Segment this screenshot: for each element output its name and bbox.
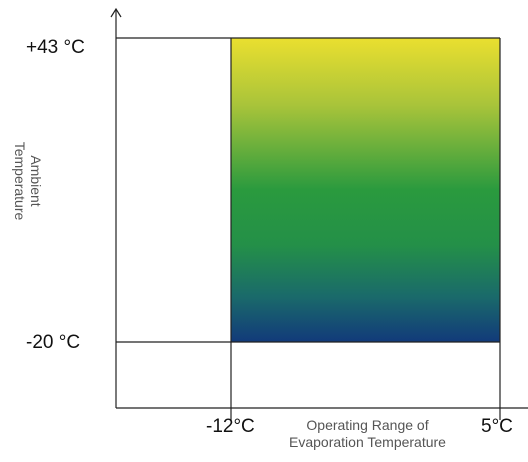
x-axis-label-line1: Operating Range of	[306, 417, 429, 433]
x-tick-left: -12°C	[206, 416, 255, 437]
y-axis-label-line2: Temperature	[12, 141, 28, 221]
y-axis-arrow	[110, 7, 122, 18]
x-tick-right: 5°C	[481, 416, 513, 437]
y-axis-label: Ambient Temperature	[12, 141, 44, 221]
x-axis-label-line2: Evaporation Temperature	[289, 434, 446, 450]
operating-range-area	[231, 38, 500, 342]
y-tick-top: +43 °C	[26, 37, 85, 58]
y-axis-label-line1: Ambient	[28, 155, 44, 207]
y-tick-bottom: -20 °C	[26, 332, 81, 353]
x-axis-label: Operating Range of Evaporation Temperatu…	[255, 417, 480, 451]
